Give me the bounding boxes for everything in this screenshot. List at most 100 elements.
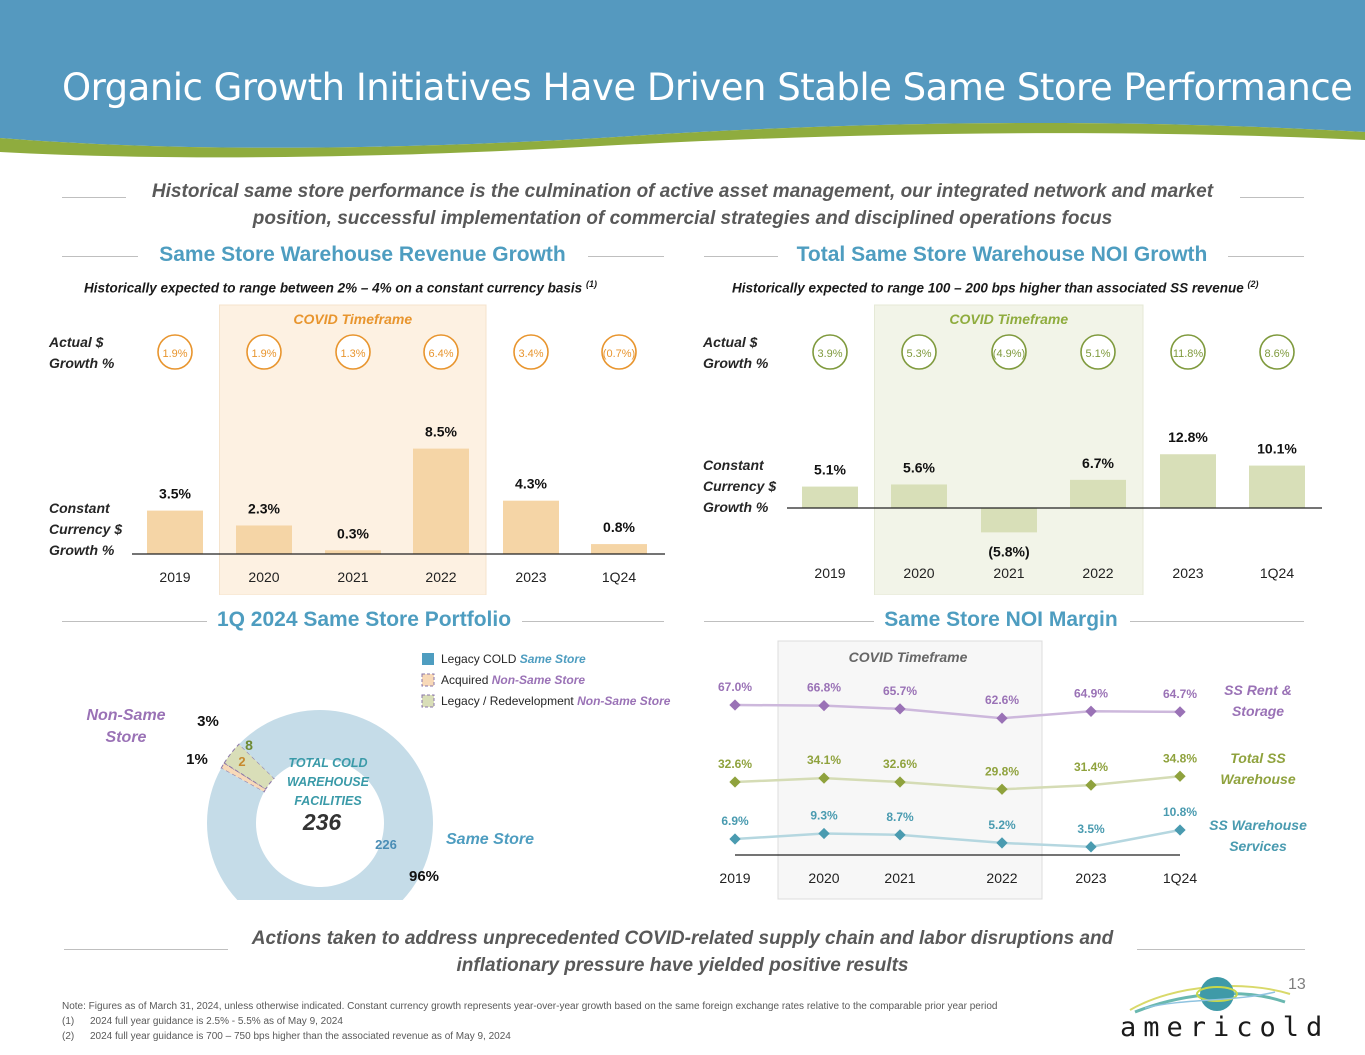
note-text: 2024 full year guidance is 700 – 750 bps… — [90, 1031, 511, 1042]
bar-constant-currency — [413, 448, 469, 554]
divider — [1228, 256, 1304, 257]
x-tick-label: 2023 — [1172, 565, 1203, 581]
page-number: 13 — [1288, 976, 1306, 993]
legend-item-text: Acquired — [441, 673, 492, 687]
revenue-section-subtitle: Historically expected to range between 2… — [84, 279, 597, 296]
row-label-constant: Currency $ — [703, 478, 776, 494]
divider — [62, 197, 126, 198]
divider — [704, 621, 874, 622]
series-label: SS Warehouse — [1209, 817, 1307, 833]
bar-constant-currency — [1160, 454, 1216, 508]
actual-growth-label: 8.6% — [1264, 348, 1289, 360]
bar-constant-currency — [236, 525, 292, 554]
data-point-label: 66.8% — [807, 681, 841, 695]
legend-item: Legacy / Redevelopment Non-Same Store — [441, 694, 671, 708]
slice-acquired-non-same-store — [220, 762, 267, 793]
data-point-marker — [996, 837, 1008, 849]
legend-swatch — [422, 653, 434, 665]
actual-growth-circle — [991, 334, 1027, 370]
actual-growth-label: 1.9% — [162, 348, 187, 360]
covid-timeframe-label: COVID Timeframe — [293, 311, 412, 327]
donut-center-label: WAREHOUSE — [287, 775, 370, 789]
revenue-section-title: Same Store Warehouse Revenue Growth — [159, 243, 566, 266]
divider — [1137, 949, 1305, 950]
covid-timeframe-label: COVID Timeframe — [949, 311, 1068, 327]
actual-growth-label: 1.3% — [340, 348, 365, 360]
actual-growth-circle — [601, 334, 637, 370]
note-number: (2) — [62, 1031, 75, 1042]
divider — [1130, 621, 1304, 622]
data-point-label: 8.7% — [886, 810, 914, 824]
x-tick-label: 1Q24 — [1163, 870, 1197, 886]
bar-constant-currency — [325, 550, 381, 554]
conclusion-statement: Actions taken to address unprecedented C… — [251, 928, 1114, 976]
bar-value-label: 8.5% — [425, 424, 457, 440]
bar-value-label: 2.3% — [248, 500, 280, 516]
divider — [64, 949, 228, 950]
legend-item-category: Non-Same Store — [577, 694, 671, 708]
data-point-marker — [996, 783, 1008, 795]
x-tick-label: 2021 — [993, 565, 1024, 581]
actual-growth-circle — [812, 334, 848, 370]
data-point-marker — [729, 833, 741, 845]
x-tick-label: 2021 — [884, 870, 915, 886]
x-tick-label: 2019 — [159, 569, 190, 585]
noi-margin-chart: COVID Timeframe 67.0% 66.8% 65.7% 62.6% 64.9%… — [718, 640, 1307, 900]
data-point-label: 6.9% — [721, 814, 749, 828]
noi-section-title: Total Same Store Warehouse NOI Growth — [796, 243, 1208, 266]
bar-value-label: 4.3% — [515, 476, 547, 492]
non-same-store-label: Non-Same — [86, 707, 165, 724]
bar-value-label: 6.7% — [1082, 455, 1114, 471]
slice-percent-label: 1% — [186, 751, 208, 768]
series-label: SS Rent & — [1224, 682, 1292, 698]
bar-constant-currency — [802, 486, 858, 508]
series-line — [734, 828, 1181, 849]
row-label-constant: Currency $ — [49, 521, 122, 537]
x-tick-label: 2022 — [1082, 565, 1113, 581]
divider — [62, 256, 138, 257]
donut-center-label: FACILITIES — [294, 794, 362, 808]
actual-growth-circle — [246, 334, 282, 370]
non-same-store-label: Store — [106, 729, 147, 746]
x-tick-label: 2023 — [1075, 870, 1106, 886]
actual-growth-circle — [423, 334, 459, 370]
x-tick-label: 2019 — [814, 565, 845, 581]
row-label-actual: Growth % — [49, 355, 115, 371]
actual-growth-label: 11.8% — [1173, 348, 1204, 360]
data-point-label: 32.6% — [718, 757, 752, 771]
slice-value-label: 226 — [375, 837, 397, 852]
note-item: (1) 2024 full year guidance is 2.5% - 5.5… — [62, 1014, 998, 1029]
row-label-constant: Constant — [703, 457, 765, 473]
covid-timeframe-label: COVID Timeframe — [849, 649, 968, 665]
note-text: 2024 full year guidance is 2.5% - 5.5% a… — [90, 1016, 343, 1027]
row-label-constant: Constant — [49, 500, 111, 516]
x-tick-label: 2020 — [808, 870, 839, 886]
legend-item: Legacy COLD Same Store — [441, 652, 586, 666]
data-point-marker — [729, 699, 741, 711]
bar-value-label: 12.8% — [1168, 429, 1208, 445]
actual-growth-label: 3.4% — [518, 348, 543, 360]
x-tick-label: 2023 — [515, 569, 546, 585]
series-label: Total SS — [1230, 750, 1286, 766]
x-tick-label: 2020 — [903, 565, 934, 581]
slice-value-label: 2 — [238, 754, 245, 769]
revenue-subtitle-text: Historically expected to range between 2… — [84, 280, 583, 296]
bar-value-label: 0.3% — [337, 525, 369, 541]
note-item: (2) 2024 full year guidance is 700 – 750 … — [62, 1029, 998, 1044]
divider — [522, 621, 664, 622]
data-point-label: 64.7% — [1163, 687, 1197, 701]
bar-constant-currency — [1249, 465, 1305, 508]
series-label: Storage — [1232, 703, 1284, 719]
bar-constant-currency — [591, 544, 647, 554]
actual-growth-circle — [1259, 334, 1295, 370]
bar-constant-currency — [503, 500, 559, 554]
footnote-ref: (2) — [1247, 279, 1259, 289]
legend-item-category: Non-Same Store — [492, 673, 586, 687]
divider — [1240, 197, 1304, 198]
row-label-constant: Growth % — [703, 499, 769, 515]
footnotes: Note: Figures as of March 31, 2024, unle… — [62, 999, 998, 1044]
data-point-label: 10.8% — [1163, 805, 1197, 819]
divider — [588, 256, 664, 257]
note-main: Note: Figures as of March 31, 2024, unle… — [62, 1001, 998, 1012]
x-tick-label: 2022 — [986, 870, 1017, 886]
